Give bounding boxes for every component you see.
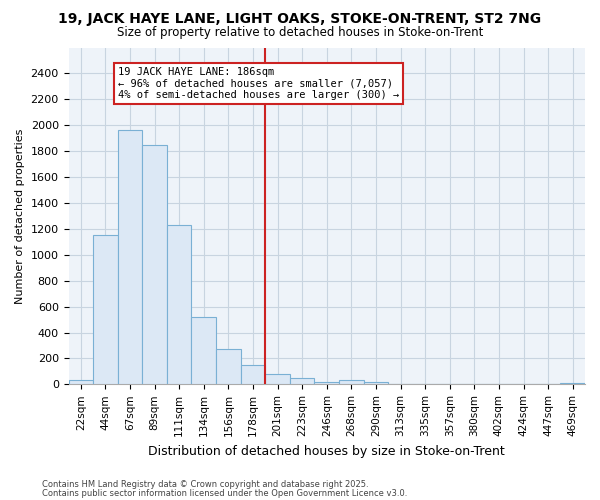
Bar	[216, 350, 241, 384]
Bar	[142, 144, 167, 384]
Bar	[93, 236, 118, 384]
Bar	[290, 378, 314, 384]
Y-axis label: Number of detached properties: Number of detached properties	[15, 128, 25, 304]
Text: Size of property relative to detached houses in Stoke-on-Trent: Size of property relative to detached ho…	[117, 26, 483, 39]
Bar	[339, 380, 364, 384]
Text: Contains HM Land Registry data © Crown copyright and database right 2025.: Contains HM Land Registry data © Crown c…	[42, 480, 368, 489]
Text: Contains public sector information licensed under the Open Government Licence v3: Contains public sector information licen…	[42, 488, 407, 498]
Bar	[560, 383, 585, 384]
Text: 19, JACK HAYE LANE, LIGHT OAKS, STOKE-ON-TRENT, ST2 7NG: 19, JACK HAYE LANE, LIGHT OAKS, STOKE-ON…	[58, 12, 542, 26]
Bar	[265, 374, 290, 384]
Bar	[68, 380, 93, 384]
Bar	[118, 130, 142, 384]
Bar	[314, 382, 339, 384]
Bar	[241, 365, 265, 384]
Text: 19 JACK HAYE LANE: 186sqm
← 96% of detached houses are smaller (7,057)
4% of sem: 19 JACK HAYE LANE: 186sqm ← 96% of detac…	[118, 67, 399, 100]
Bar	[364, 382, 388, 384]
X-axis label: Distribution of detached houses by size in Stoke-on-Trent: Distribution of detached houses by size …	[148, 444, 505, 458]
Bar	[191, 317, 216, 384]
Bar	[167, 225, 191, 384]
